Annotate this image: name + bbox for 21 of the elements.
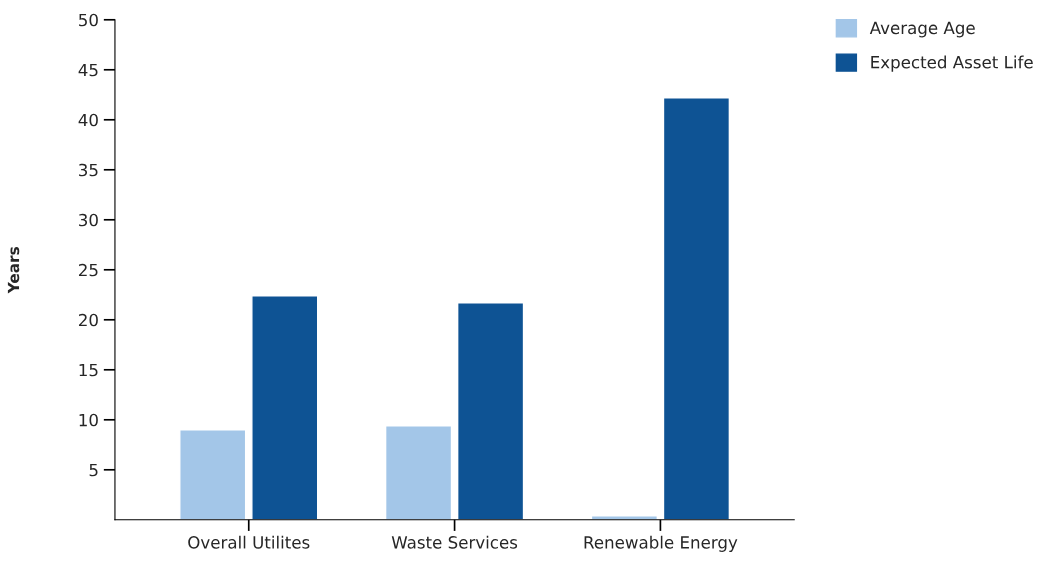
legend-label: Expected Asset Life	[871, 55, 1033, 72]
bar	[384, 425, 453, 520]
x-tick-label: Waste Services	[391, 535, 518, 549]
bar	[251, 295, 319, 520]
x-tick-label: Overall Utilites	[188, 535, 310, 549]
bar	[662, 97, 731, 520]
bar	[179, 429, 247, 520]
y-tick-label: 40	[78, 113, 98, 127]
legend-label: Average Age	[869, 21, 975, 38]
x-tick-label: Renewable Energy	[584, 535, 738, 552]
y-tick-label: 35	[79, 163, 98, 177]
bar	[456, 302, 525, 520]
y-tick-label: 25	[78, 263, 98, 277]
y-tick-label: 10	[79, 413, 98, 427]
y-tick-label: 20	[78, 313, 98, 327]
y-tick-label: 45	[78, 63, 98, 77]
y-tick-label: 5	[89, 463, 98, 477]
y-tick-label: 15	[79, 363, 98, 377]
y-tick-label: 50	[79, 13, 98, 27]
y-axis-title: Years	[7, 247, 20, 294]
y-tick-label: 30	[79, 213, 98, 227]
